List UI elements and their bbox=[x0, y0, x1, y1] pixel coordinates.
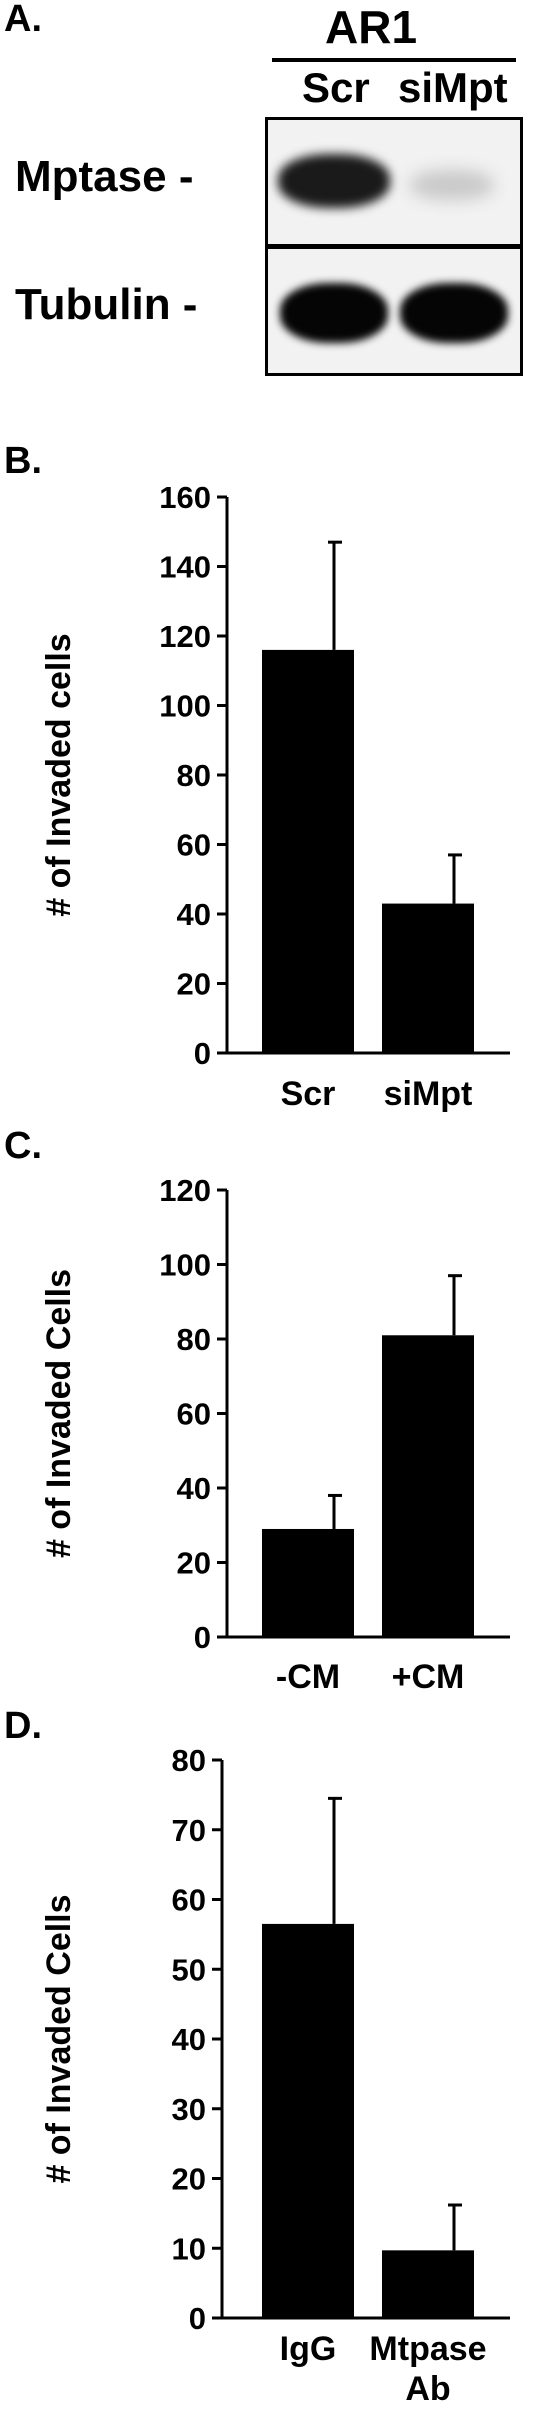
y-tick-label: 40 bbox=[172, 2022, 206, 2057]
bar bbox=[262, 1923, 354, 2318]
blot-lane-label-simpt: siMpt bbox=[398, 64, 508, 111]
y-axis-label: # of Invaded Cells bbox=[40, 1894, 78, 2183]
y-tick-label: 0 bbox=[194, 1620, 211, 1655]
panel-label-c: C. bbox=[4, 1125, 42, 1167]
y-tick-label: 100 bbox=[159, 1248, 211, 1283]
y-tick-label: 60 bbox=[177, 828, 211, 863]
y-axis-label: # of Invaded Cells bbox=[40, 1269, 78, 1558]
y-tick-label: 100 bbox=[159, 689, 211, 724]
category-label: Scr bbox=[281, 1075, 336, 1113]
y-tick-label: 0 bbox=[189, 2301, 206, 2336]
y-tick-label: 0 bbox=[194, 1036, 211, 1071]
y-tick-label: 20 bbox=[177, 1546, 211, 1581]
y-tick-label: 20 bbox=[172, 2162, 206, 2197]
blot-group-label: AR1 bbox=[325, 1, 418, 53]
blot-lane-label-scr: Scr bbox=[302, 64, 370, 111]
y-tick-label: 40 bbox=[177, 897, 211, 932]
band-mptase-simpt bbox=[410, 170, 494, 200]
y-tick-label: 120 bbox=[159, 619, 211, 654]
y-tick-label: 30 bbox=[172, 2092, 206, 2127]
bar bbox=[382, 2250, 474, 2318]
y-tick-label: 80 bbox=[177, 1322, 211, 1357]
category-label: -CM bbox=[276, 1658, 340, 1696]
panel-label-b: B. bbox=[4, 440, 42, 482]
band-mptase-scr bbox=[278, 154, 390, 208]
y-tick-label: 10 bbox=[172, 2231, 206, 2266]
blot-row-label-mptase: Mptase - bbox=[15, 152, 194, 201]
blot-image-tubulin bbox=[265, 246, 523, 376]
y-tick-label: 80 bbox=[172, 1743, 206, 1778]
blot-row-label-tubulin: Tubulin - bbox=[15, 280, 198, 329]
category-label: Mtpase Ab bbox=[369, 2330, 486, 2408]
blot-image-mptase bbox=[265, 117, 523, 247]
bar bbox=[382, 1335, 474, 1637]
bar bbox=[262, 649, 354, 1053]
y-tick-label: 140 bbox=[159, 550, 211, 585]
y-tick-label: 70 bbox=[172, 1813, 206, 1848]
blot-group-line bbox=[272, 58, 516, 62]
band-tubulin-scr bbox=[280, 283, 388, 343]
y-tick-label: 160 bbox=[159, 480, 211, 515]
category-label: siMpt bbox=[384, 1075, 473, 1113]
band-tubulin-simpt bbox=[400, 283, 508, 343]
panel-label-a: A. bbox=[4, 0, 42, 40]
y-tick-label: 80 bbox=[177, 758, 211, 793]
y-tick-label: 60 bbox=[172, 1883, 206, 1918]
y-tick-label: 120 bbox=[159, 1173, 211, 1208]
y-tick-label: 20 bbox=[177, 967, 211, 1002]
y-tick-label: 60 bbox=[177, 1397, 211, 1432]
category-label: IgG bbox=[280, 2330, 337, 2368]
y-axis-label: # of Invaded cells bbox=[40, 633, 78, 916]
y-tick-label: 50 bbox=[172, 1952, 206, 1987]
panel-label-d: D. bbox=[4, 1705, 42, 1747]
bar bbox=[382, 903, 474, 1053]
category-label: +CM bbox=[392, 1658, 465, 1696]
y-tick-label: 40 bbox=[177, 1471, 211, 1506]
bar bbox=[262, 1528, 354, 1637]
